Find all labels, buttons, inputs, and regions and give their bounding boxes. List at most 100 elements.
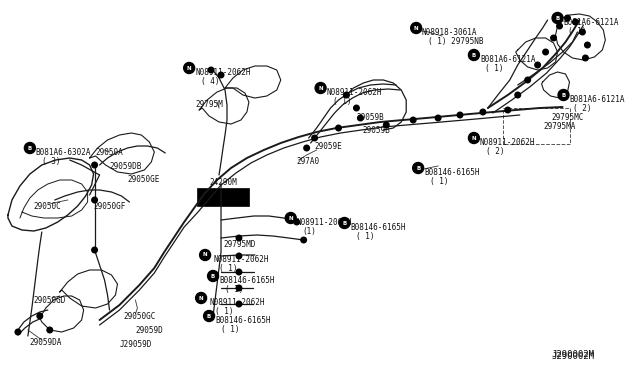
Text: B08146-6165H: B08146-6165H (219, 276, 275, 285)
Text: B08146-6165H: B08146-6165H (351, 223, 406, 232)
Circle shape (413, 163, 424, 173)
Circle shape (564, 15, 570, 21)
Text: B08146-6165H: B08146-6165H (424, 168, 479, 177)
Circle shape (47, 327, 52, 333)
Circle shape (315, 83, 326, 93)
Text: 29795M: 29795M (195, 100, 223, 109)
Circle shape (468, 49, 479, 61)
Text: 29059B: 29059B (356, 113, 384, 122)
Circle shape (515, 92, 520, 98)
Circle shape (468, 132, 479, 144)
Circle shape (505, 107, 511, 113)
Circle shape (383, 122, 389, 128)
Text: B: B (472, 52, 476, 58)
Circle shape (410, 117, 416, 123)
Text: B: B (556, 16, 559, 20)
Bar (197, 188, 249, 206)
Circle shape (184, 62, 195, 74)
Text: 297A0: 297A0 (297, 157, 320, 166)
Text: 29050A: 29050A (95, 148, 124, 157)
Text: N08911-2062H: N08911-2062H (297, 218, 352, 227)
Circle shape (543, 49, 548, 55)
Circle shape (312, 135, 317, 141)
Circle shape (24, 142, 35, 154)
Circle shape (304, 145, 310, 151)
Text: N08911-2062H: N08911-2062H (326, 88, 382, 97)
Circle shape (525, 77, 531, 83)
Text: 29050GE: 29050GE (127, 175, 160, 184)
Text: ( 1): ( 1) (430, 177, 449, 186)
Text: J290002M: J290002M (552, 352, 595, 361)
Circle shape (285, 212, 296, 224)
Text: 29059DA: 29059DA (30, 338, 62, 347)
Circle shape (236, 235, 242, 241)
Text: ( 1): ( 1) (333, 97, 351, 106)
Circle shape (294, 219, 300, 225)
Circle shape (552, 13, 563, 23)
Text: 29059D: 29059D (136, 326, 163, 335)
Text: B: B (28, 145, 32, 151)
Circle shape (196, 292, 207, 304)
Circle shape (92, 197, 97, 203)
Circle shape (551, 35, 556, 41)
Text: ( 1): ( 1) (356, 232, 375, 241)
Circle shape (92, 162, 97, 168)
Text: N08911-2062H: N08911-2062H (209, 298, 264, 307)
Circle shape (354, 105, 359, 111)
Text: J290002M: J290002M (552, 350, 595, 359)
Circle shape (37, 313, 43, 319)
Text: 29795MC: 29795MC (552, 113, 584, 122)
Circle shape (435, 115, 441, 121)
Circle shape (336, 125, 341, 131)
Text: 29059B: 29059B (362, 126, 390, 135)
Circle shape (236, 301, 242, 307)
Text: ( 3): ( 3) (42, 157, 60, 166)
Text: B: B (342, 221, 347, 225)
Circle shape (480, 109, 486, 115)
Text: B081A6-6302A: B081A6-6302A (36, 148, 92, 157)
Text: ( 1): ( 1) (219, 264, 237, 273)
Text: N: N (187, 65, 191, 71)
Circle shape (236, 253, 242, 259)
Text: 29050C: 29050C (34, 202, 61, 211)
Circle shape (584, 42, 590, 48)
Text: N: N (472, 135, 476, 141)
Circle shape (208, 67, 214, 73)
Circle shape (207, 270, 218, 282)
Text: N: N (414, 26, 419, 31)
Circle shape (558, 90, 569, 100)
Circle shape (535, 62, 540, 68)
Text: 29050GD: 29050GD (34, 296, 66, 305)
Circle shape (344, 92, 349, 98)
Text: ( 4): ( 4) (201, 77, 220, 86)
Circle shape (15, 329, 20, 335)
Text: N: N (203, 253, 207, 257)
Text: ( 1): ( 1) (485, 64, 504, 73)
Text: (1): (1) (303, 227, 317, 236)
Circle shape (339, 218, 350, 228)
Text: ( 2): ( 2) (573, 104, 592, 113)
Text: ( 1): ( 1) (221, 325, 239, 334)
Text: 29795MD: 29795MD (223, 240, 255, 249)
Circle shape (236, 269, 242, 275)
Circle shape (301, 237, 307, 243)
Text: 29795MA: 29795MA (543, 122, 576, 131)
Text: ( 1) 29795NB: ( 1) 29795NB (428, 37, 484, 46)
Text: 24290M: 24290M (209, 178, 237, 187)
Text: ( 2): ( 2) (486, 147, 504, 156)
Circle shape (218, 72, 224, 78)
Text: N08911-2062H: N08911-2062H (480, 138, 536, 147)
Text: N: N (289, 215, 293, 221)
Text: N08911-2062H: N08911-2062H (195, 68, 251, 77)
Circle shape (573, 19, 579, 25)
Text: B: B (207, 314, 211, 318)
Circle shape (204, 311, 214, 321)
Circle shape (92, 247, 97, 253)
Text: N: N (318, 86, 323, 90)
Circle shape (582, 55, 588, 61)
Text: 29059E: 29059E (315, 142, 342, 151)
Text: N: N (199, 295, 204, 301)
Circle shape (358, 115, 364, 121)
Text: B08146-6165H: B08146-6165H (215, 316, 271, 325)
Text: J29059D: J29059D (120, 340, 152, 349)
